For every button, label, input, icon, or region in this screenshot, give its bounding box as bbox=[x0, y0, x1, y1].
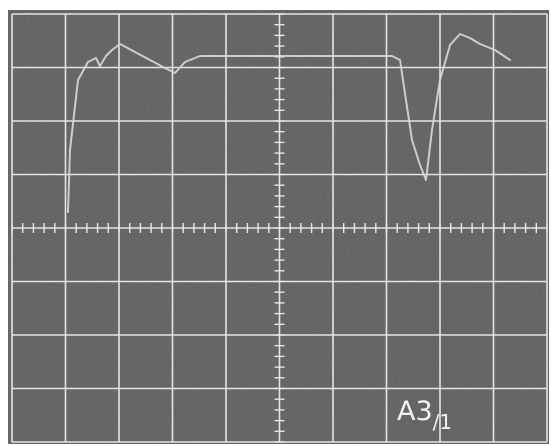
label-main: A3 bbox=[397, 396, 433, 427]
label-sub: /1 bbox=[433, 410, 452, 434]
screen-grain bbox=[8, 10, 549, 444]
oscilloscope-screen: A3/1 bbox=[0, 0, 551, 446]
